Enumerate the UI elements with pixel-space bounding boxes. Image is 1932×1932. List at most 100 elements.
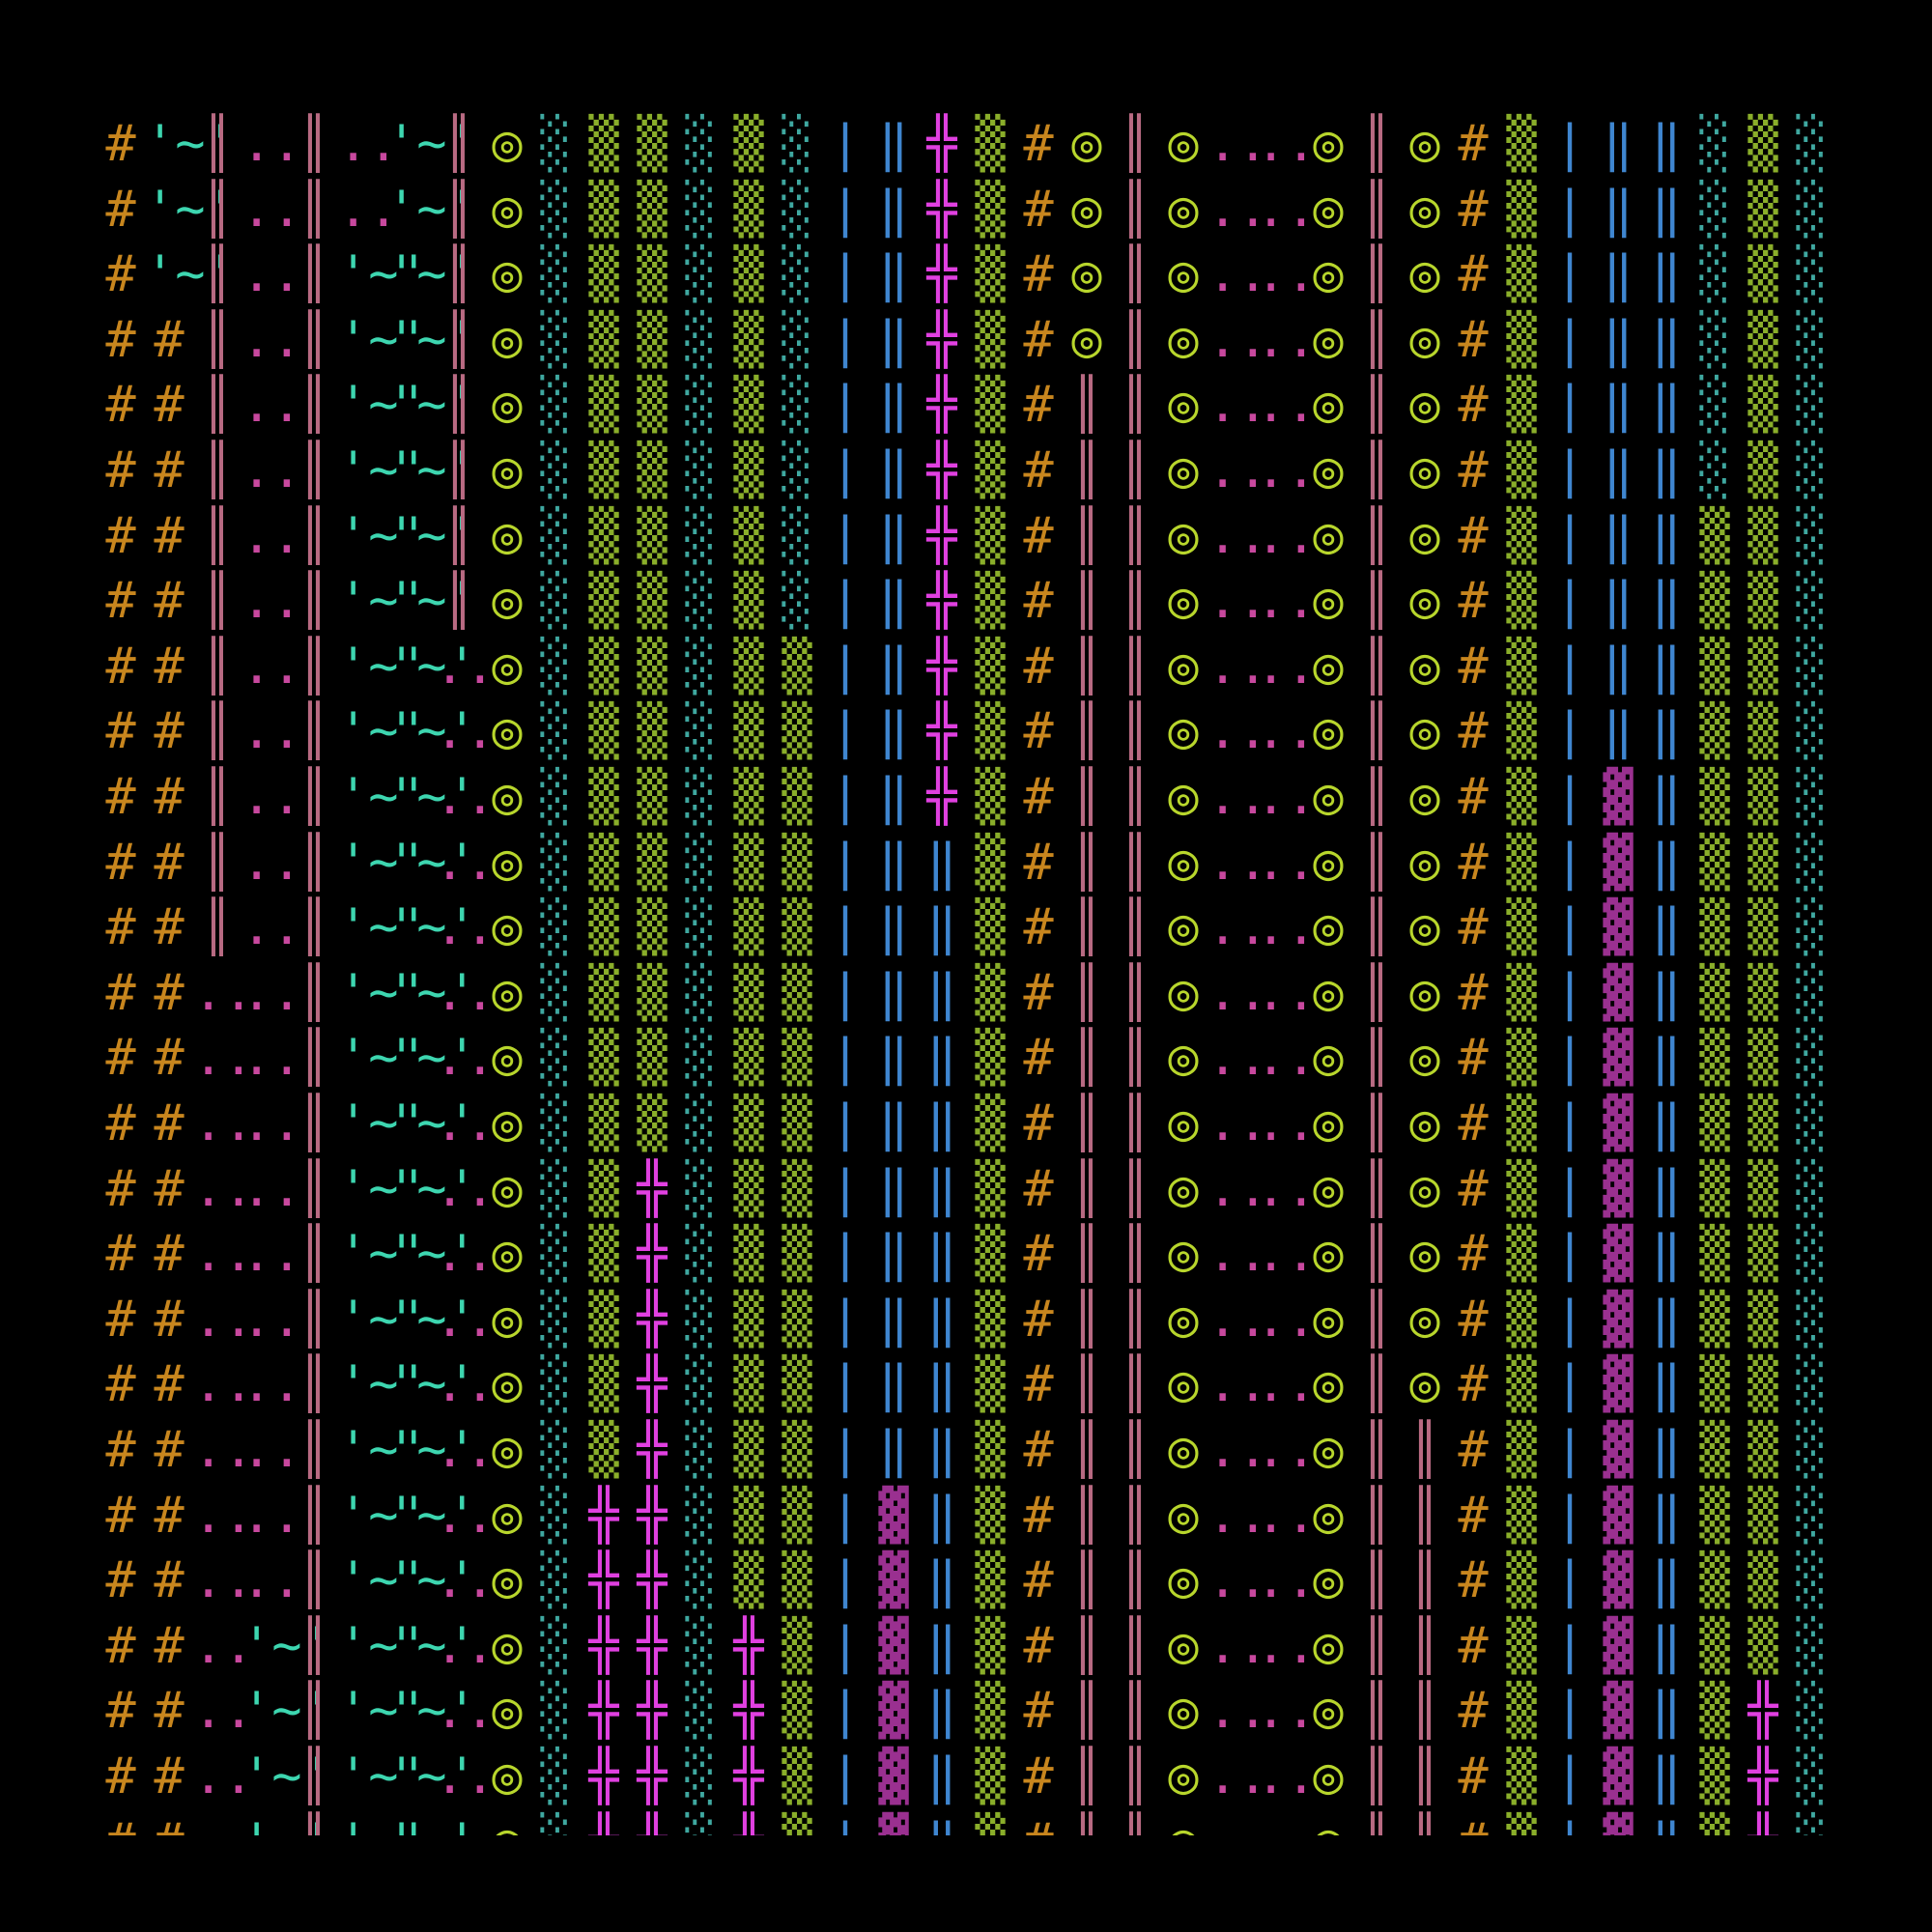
glyph: ◎ — [492, 506, 523, 565]
glyph: ║ — [1409, 1747, 1440, 1805]
glyph: .. — [1208, 768, 1268, 826]
glyph: ▒ — [588, 115, 619, 173]
glyph: # — [1458, 115, 1489, 173]
glyph: # — [105, 441, 136, 499]
glyph: '~' — [386, 1682, 477, 1741]
glyph: ░ — [1796, 441, 1827, 499]
glyph: ║ — [298, 702, 329, 761]
glyph: ‖ — [1603, 310, 1634, 369]
glyph: ╬ — [1747, 1682, 1778, 1741]
glyph: ║ — [1071, 898, 1102, 957]
glyph: ║ — [298, 572, 329, 631]
glyph: ▒ — [588, 441, 619, 499]
glyph: ▓ — [1603, 833, 1634, 892]
glyph: # — [105, 245, 136, 304]
glyph: ╬ — [637, 1225, 668, 1284]
glyph: ▒ — [975, 1616, 1006, 1675]
glyph: ▒ — [975, 310, 1006, 369]
glyph: .. — [1208, 1355, 1268, 1414]
glyph: # — [1023, 245, 1054, 304]
glyph: ▒ — [975, 572, 1006, 631]
glyph: .. — [435, 637, 496, 696]
glyph: ░ — [1796, 376, 1827, 435]
glyph: # — [105, 180, 136, 239]
glyph: ▒ — [975, 1355, 1006, 1414]
glyph: ▒ — [1747, 1290, 1778, 1349]
glyph: ╬ — [637, 1421, 668, 1479]
glyph: ◎ — [1409, 1094, 1440, 1152]
glyph: ▒ — [588, 1029, 619, 1088]
glyph: ▒ — [781, 702, 812, 761]
glyph: ▒ — [637, 572, 668, 631]
glyph: ║ — [1120, 572, 1151, 631]
glyph: .. — [1256, 245, 1317, 304]
glyph: ▓ — [878, 1682, 909, 1741]
glyph: .. — [1208, 572, 1268, 631]
glyph: .. — [1208, 1616, 1268, 1675]
glyph: ║ — [1120, 1551, 1151, 1610]
glyph: # — [1023, 1159, 1054, 1218]
glyph: ╬ — [637, 1616, 668, 1675]
glyph: # — [105, 506, 136, 565]
glyph: ▒ — [975, 506, 1006, 565]
glyph: # — [105, 1094, 136, 1152]
glyph: ▒ — [1506, 702, 1537, 761]
glyph: ░ — [685, 1747, 716, 1805]
glyph: ╬ — [637, 1747, 668, 1805]
glyph: | — [830, 441, 861, 499]
glyph: ‖ — [1651, 441, 1682, 499]
glyph: '~' — [338, 1421, 429, 1479]
glyph: ║ — [1361, 245, 1392, 304]
glyph: ▒ — [637, 637, 668, 696]
glyph: ▒ — [1506, 833, 1537, 892]
glyph: ║ — [298, 1616, 329, 1675]
glyph: ║ — [1361, 1159, 1392, 1218]
glyph: # — [1449, 1809, 1497, 1835]
glyph: '~' — [338, 768, 429, 826]
glyph: ▒ — [1747, 1551, 1778, 1610]
glyph: ░ — [685, 245, 716, 304]
glyph: .. — [1256, 702, 1317, 761]
glyph: .. — [1256, 1486, 1317, 1545]
glyph: ▓ — [1594, 1809, 1642, 1835]
glyph: ║ — [1361, 180, 1392, 239]
glyph: ║ — [298, 1421, 329, 1479]
glyph: ▒ — [781, 637, 812, 696]
glyph: '~' — [386, 1094, 477, 1152]
glyph: ‖ — [878, 1290, 909, 1349]
glyph: '~' — [386, 441, 477, 499]
glyph: ║ — [298, 1225, 329, 1284]
glyph: .. — [193, 1486, 254, 1545]
glyph: ◎ — [1409, 1159, 1440, 1218]
glyph: ◎ — [1313, 963, 1344, 1022]
glyph: '~' — [338, 963, 429, 1022]
glyph: | — [1554, 768, 1585, 826]
glyph: ▒ — [975, 1747, 1006, 1805]
glyph: # — [1458, 1029, 1489, 1088]
glyph: ║ — [1361, 572, 1392, 631]
glyph: # — [105, 376, 136, 435]
glyph: ▓ — [878, 1551, 909, 1610]
glyph: # — [1458, 1225, 1489, 1284]
glyph: ║ — [1111, 1809, 1159, 1835]
glyph: ▒ — [781, 963, 812, 1022]
glyph: ◎ — [1071, 180, 1102, 239]
glyph: ▒ — [966, 1809, 1014, 1835]
glyph: .. — [1256, 376, 1317, 435]
glyph: ◎ — [1313, 115, 1344, 173]
glyph: # — [1458, 833, 1489, 892]
glyph: ▒ — [1747, 833, 1778, 892]
glyph: ▒ — [1747, 1355, 1778, 1414]
glyph: ◎ — [1071, 115, 1102, 173]
glyph: ║ — [1409, 1682, 1440, 1741]
glyph: ▒ — [1747, 572, 1778, 631]
glyph: ▒ — [1747, 963, 1778, 1022]
glyph: .. — [193, 1551, 254, 1610]
glyph: ‖ — [1642, 1809, 1690, 1835]
glyph: # — [1023, 180, 1054, 239]
glyph: '~' — [338, 1225, 429, 1284]
glyph: '~' — [386, 1225, 477, 1284]
glyph: ▓ — [1603, 1616, 1634, 1675]
glyph: ╬ — [588, 1747, 619, 1805]
